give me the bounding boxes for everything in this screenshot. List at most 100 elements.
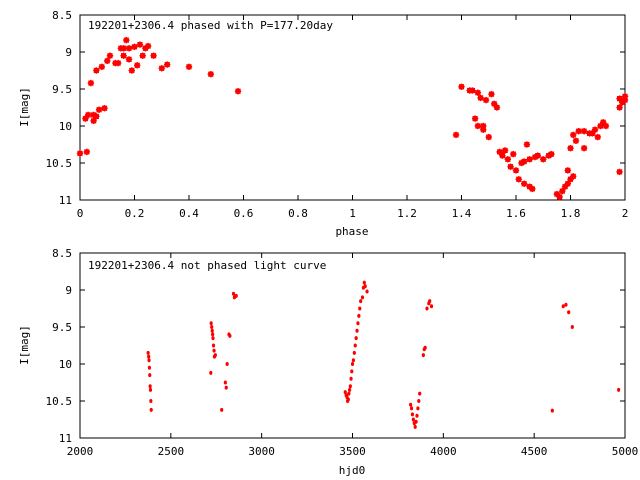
phased-data-point <box>76 150 84 157</box>
unphased-data-point <box>413 424 417 429</box>
phased-data-point <box>559 187 566 195</box>
phased-data-point <box>594 133 601 141</box>
phased-x-tick-label: 0.8 <box>288 207 308 220</box>
phased-data-point <box>540 156 547 163</box>
unphased-data-point <box>211 336 215 341</box>
phased-data-point <box>515 176 522 183</box>
phased-data-point <box>570 173 577 180</box>
phased-data-point <box>207 71 214 78</box>
phased-data-point <box>616 104 623 111</box>
phased-data-point <box>523 141 531 148</box>
phased-data-point <box>591 126 599 133</box>
phased-data-point <box>501 147 509 154</box>
unphased-data-point <box>223 380 227 385</box>
unphased-data-point <box>429 304 434 309</box>
unphased-data-point <box>147 354 151 359</box>
unphased-data-point <box>350 369 354 374</box>
phased-data-point <box>493 104 501 111</box>
phased-data-point <box>580 127 588 135</box>
unphased-data-point <box>353 343 357 348</box>
phased-y-tick-label: 8.5 <box>52 9 72 22</box>
unphased-data-point <box>147 358 151 363</box>
phased-data-point <box>125 45 133 52</box>
unphased-data-point <box>416 406 420 411</box>
phased-data-point <box>589 130 596 137</box>
phased-data-point <box>616 95 623 102</box>
unphased-data-point <box>148 373 152 378</box>
phased-y-tick-label: 11 <box>59 194 72 207</box>
phased-data-point <box>474 89 482 96</box>
unphased-data-point <box>415 413 419 418</box>
phased-data-point <box>499 152 506 159</box>
phased-data-point <box>120 52 127 59</box>
phased-x-tick-label: 0.6 <box>234 207 254 220</box>
phased-y-tick-label: 10 <box>59 120 72 133</box>
phased-data-point <box>134 62 141 69</box>
unphased-data-point <box>209 321 213 326</box>
unphased-data-point <box>210 328 214 333</box>
unphased-data-point <box>210 325 214 329</box>
phased-data-point <box>477 94 484 102</box>
phased-data-point <box>496 148 503 156</box>
unphased-data-point <box>418 391 422 396</box>
phased-data-point <box>510 150 517 158</box>
unphased-data-point <box>421 353 425 358</box>
unphased-data-point <box>351 358 356 363</box>
phased-data-point <box>234 88 242 95</box>
phased-data-point <box>526 156 533 163</box>
phased-data-point <box>93 113 100 120</box>
phased-data-point <box>106 52 114 59</box>
unphased-data-point <box>409 402 413 407</box>
phased-data-point <box>474 122 482 130</box>
unphased-x-tick-label: 3500 <box>339 445 366 458</box>
phased-data-point <box>90 117 97 125</box>
phased-data-point <box>452 131 460 139</box>
phased-data-point <box>93 67 100 74</box>
phased-data-point <box>485 133 492 141</box>
phased-data-point <box>548 150 555 158</box>
phased-data-point <box>98 63 105 70</box>
unphased-data-point <box>231 291 236 296</box>
unphased-data-point <box>567 310 571 315</box>
phased-x-tick-label: 1.4 <box>452 207 472 220</box>
phased-data-point <box>469 87 476 94</box>
unphased-data-point <box>356 321 360 326</box>
unphased-data-point <box>148 384 152 389</box>
unphased-data-point <box>428 299 432 304</box>
phased-data-point <box>575 127 582 135</box>
unphased-data-point <box>346 397 350 402</box>
phased-y-axis-label: I[mag] <box>18 87 31 127</box>
phased-data-point <box>512 167 520 174</box>
phased-x-tick-label: 0.2 <box>125 207 145 220</box>
unphased-data-point <box>570 325 574 329</box>
unphased-data-point <box>355 328 359 333</box>
phased-data-point <box>529 185 536 193</box>
phased-data-point <box>131 43 138 51</box>
phased-data-point <box>621 93 629 100</box>
unphased-data-point <box>146 350 150 355</box>
phased-data-point <box>564 180 571 187</box>
phased-x-tick-label: 1 <box>349 207 356 220</box>
unphased-data-point <box>425 306 429 311</box>
phased-data-point <box>104 57 111 65</box>
phased-data-point <box>507 163 514 170</box>
unphased-x-axis-label: hjd0 <box>339 464 366 477</box>
unphased-data-point <box>409 406 414 411</box>
unphased-data-point <box>213 353 217 358</box>
phased-data-point <box>83 148 91 156</box>
unphased-data-point <box>225 362 229 366</box>
unphased-data-point <box>220 407 224 412</box>
phased-data-point <box>150 52 157 59</box>
unphased-data-point <box>417 399 421 403</box>
unphased-data-point <box>228 333 232 338</box>
phased-data-point <box>125 56 133 63</box>
unphased-data-point <box>147 365 151 370</box>
phased-data-point <box>567 145 574 152</box>
phased-x-tick-label: 0.4 <box>179 207 199 220</box>
unphased-x-tick-label: 5000 <box>612 445 639 458</box>
unphased-data-point <box>362 280 366 285</box>
phased-ticks: 0 0.2 0.4 0.6 0.8 1 1.2 1.4 1.6 1.8 2 8.5 9 9.5 10 10.5… <box>46 9 629 220</box>
phased-x-tick-label: 1.2 <box>397 207 417 220</box>
phased-x-tick-label: 1.8 <box>561 207 581 220</box>
unphased-x-tick-label: 4000 <box>430 445 457 458</box>
